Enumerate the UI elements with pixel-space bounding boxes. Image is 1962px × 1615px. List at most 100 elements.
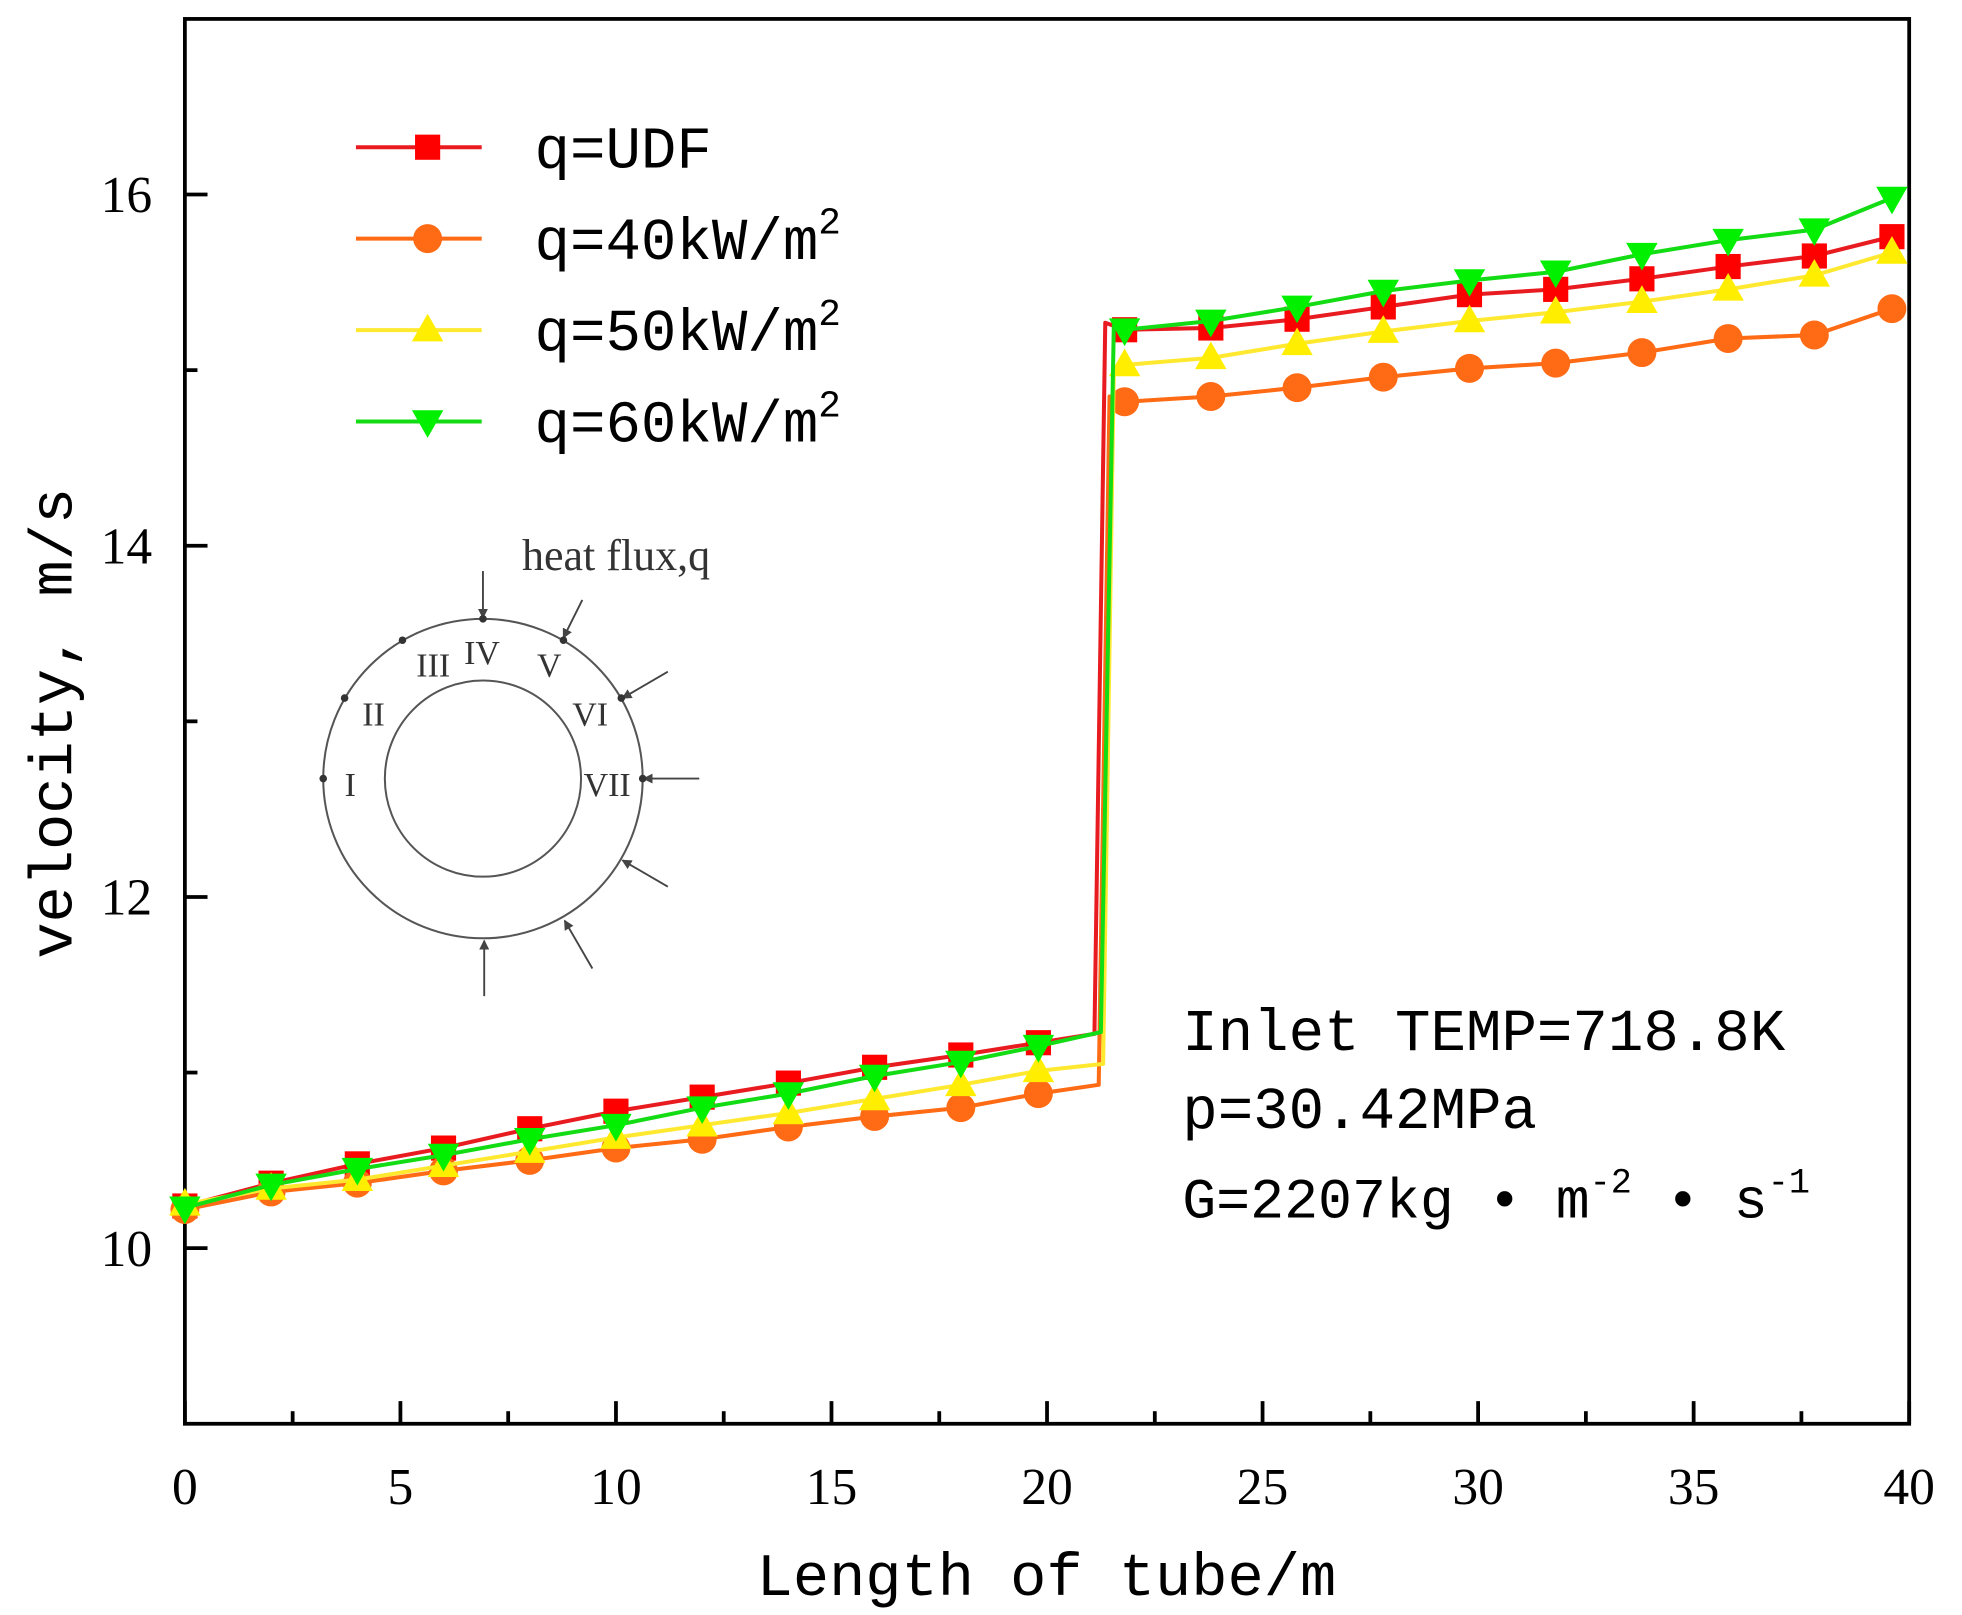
y-tick-label-16: 16 <box>101 167 153 224</box>
marker-q-40kw-m2-11 <box>1110 387 1140 417</box>
marker-q-60kw-m2-15 <box>1453 269 1486 297</box>
position-label-iii: III <box>416 648 450 685</box>
position-dot-ii <box>340 694 349 702</box>
marker-q-40kw-m2-9 <box>946 1093 976 1123</box>
marker-q-50kw-m2-20 <box>1876 236 1908 264</box>
legend-marker-q-60kw-m2 <box>411 410 444 438</box>
legend-item-q-udf: q=UDF <box>355 118 712 185</box>
legend-marker-q-40kw-m2 <box>413 224 443 254</box>
position-label-v: V <box>537 648 562 685</box>
marker-q-40kw-m2-15 <box>1455 353 1484 383</box>
legend-label-text: q=40kW/m <box>535 210 819 277</box>
mass-flux-superscript-1: -2 <box>1590 1163 1632 1203</box>
legend-label-text: q=UDF <box>535 118 712 185</box>
marker-q-60kw-m2-10 <box>1022 1034 1055 1063</box>
marker-q-60kw-m2-0 <box>169 1196 201 1225</box>
position-dot-vi <box>617 694 626 702</box>
series-q-50kw-m2 <box>169 236 1908 1216</box>
tube-inner-wall <box>383 679 583 878</box>
marker-q-50kw-m2-19 <box>1798 258 1831 287</box>
marker-q-50kw-m2-13 <box>1281 327 1313 356</box>
legend-marker-q-50kw-m2 <box>411 313 444 342</box>
position-dot-vii <box>638 774 647 783</box>
axis-tick-labels: 0 5 10 15 20 25 30 35 40 10 12 14 16 <box>101 167 1935 1516</box>
tube-cross-section-inset: heat flux,q I II III IV V VI VII <box>319 531 710 997</box>
marker-q-60kw-m2-3 <box>427 1143 460 1172</box>
marker-q-40kw-m2-12 <box>1196 382 1226 411</box>
heat-flux-arrow-lower-right <box>563 919 594 969</box>
marker-q-50kw-m2-8 <box>858 1082 891 1111</box>
marker-q-60kw-m2-13 <box>1281 295 1313 324</box>
position-dot-iv <box>479 615 487 623</box>
marker-q-60kw-m2-8 <box>858 1064 891 1093</box>
legend-label-q-50kw-m2: q=50kW/m2 <box>535 295 841 368</box>
marker-q-60kw-m2-9 <box>945 1050 977 1079</box>
x-tick-label-20: 20 <box>1021 1459 1073 1516</box>
marker-q-60kw-m2-6 <box>686 1096 718 1125</box>
legend-label-q-udf: q=UDF <box>535 118 712 185</box>
series-line-q-60kw-m2 <box>184 196 1893 1210</box>
marker-q-60kw-m2-2 <box>341 1157 374 1186</box>
legend-label-superscript: 2 <box>818 295 841 337</box>
heat-flux-arrow-right-upper <box>621 670 669 699</box>
marker-q-50kw-m2-11 <box>1108 348 1141 377</box>
inlet-temp-annotation: Inlet TEMP=718.8K <box>1182 1001 1786 1068</box>
position-dot-i <box>319 774 327 783</box>
marker-q-50kw-m2-7 <box>772 1096 805 1125</box>
marker-q-50kw-m2-12 <box>1195 341 1227 370</box>
marker-q-50kw-m2-10 <box>1022 1054 1055 1083</box>
position-dot-iii <box>398 636 407 644</box>
marker-q-60kw-m2-17 <box>1626 242 1658 271</box>
marker-q-50kw-m2-14 <box>1367 315 1399 343</box>
legend-item-q-40kw-m2: q=40kW/m2 <box>355 204 841 277</box>
legend-item-q-60kw-m2: q=60kW/m2 <box>355 386 841 460</box>
x-tick-label-25: 25 <box>1237 1459 1289 1516</box>
legend-item-q-50kw-m2: q=50kW/m2 <box>355 295 841 368</box>
series-layer <box>169 186 1908 1225</box>
position-label-ii: II <box>362 697 385 734</box>
legend-label-q-60kw-m2: q=60kW/m2 <box>535 386 841 459</box>
marker-q-40kw-m2-17 <box>1627 338 1657 368</box>
marker-q-60kw-m2-4 <box>514 1127 546 1156</box>
legend-label-text: q=50kW/m <box>535 301 819 368</box>
legend-label-superscript: 2 <box>818 204 841 246</box>
marker-q-40kw-m2-10 <box>1023 1079 1053 1109</box>
mass-flux-base-1: G=2207kg • m <box>1182 1171 1589 1235</box>
x-tick-label-40: 40 <box>1883 1459 1935 1516</box>
series-q-40kw-m2 <box>170 294 1907 1224</box>
marker-q-40kw-m2-18 <box>1713 324 1743 353</box>
marker-q-40kw-m2-20 <box>1877 294 1907 324</box>
mass-flux-base-2: • s <box>1632 1171 1768 1235</box>
heat-flux-arrow-right-lower <box>621 859 669 888</box>
x-tick-label-15: 15 <box>806 1459 858 1516</box>
x-tick-label-35: 35 <box>1668 1459 1720 1516</box>
marker-q-50kw-m2-16 <box>1539 295 1572 324</box>
x-axis-label: Length of tube/m <box>757 1546 1337 1614</box>
marker-q-50kw-m2-18 <box>1712 273 1744 301</box>
mass-flux-annotation: G=2207kg • m-2 • s-1 <box>1182 1163 1810 1234</box>
pressure-annotation: p=30.42MPa <box>1182 1079 1537 1146</box>
legend-marker-q-udf <box>415 134 441 160</box>
heat-flux-label: heat flux,q <box>522 531 710 580</box>
x-tick-label-10: 10 <box>590 1459 642 1516</box>
marker-q-60kw-m2-18 <box>1712 228 1744 257</box>
y-axis-label: velocity, m/s <box>23 488 91 959</box>
series-q-60kw-m2 <box>169 186 1908 1225</box>
position-label-vi: VI <box>572 697 608 734</box>
position-label-i: I <box>345 767 356 804</box>
y-tick-label-14: 14 <box>101 518 153 575</box>
marker-q-60kw-m2-1 <box>255 1173 287 1202</box>
marker-q-40kw-m2-13 <box>1282 373 1312 403</box>
y-tick-label-12: 12 <box>101 870 153 927</box>
x-tick-label-0: 0 <box>172 1459 198 1516</box>
legend-label-superscript: 2 <box>818 386 841 428</box>
marker-q-60kw-m2-14 <box>1367 279 1399 308</box>
x-tick-label-30: 30 <box>1452 1459 1504 1516</box>
marker-q-50kw-m2-15 <box>1453 304 1486 333</box>
marker-q-60kw-m2-11 <box>1108 318 1141 347</box>
marker-q-60kw-m2-12 <box>1195 309 1227 338</box>
marker-q-60kw-m2-5 <box>600 1113 632 1142</box>
y-tick-label-10: 10 <box>101 1221 153 1278</box>
